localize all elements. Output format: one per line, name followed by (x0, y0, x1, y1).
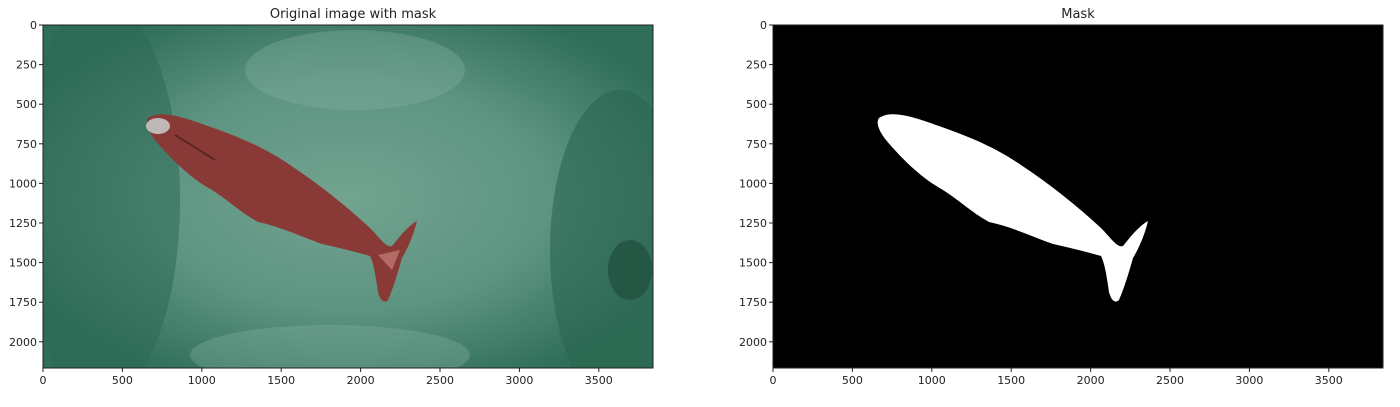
y-tick-label: 0 (760, 19, 767, 32)
panel-title: Original image with mask (270, 7, 437, 22)
original-image-panel: Original image with mask 0 500 1000 1500 200… (9, 7, 654, 387)
x-tick-label: 1000 (918, 374, 946, 387)
axes-frame (772, 24, 1384, 369)
x-tick-label: 2500 (1156, 374, 1184, 387)
y-tick-label: 250 (16, 59, 37, 72)
x-tick-label: 2500 (426, 374, 454, 387)
x-tick-label: 2000 (347, 374, 375, 387)
y-tick-label: 2000 (739, 336, 767, 349)
whale-mask-overlay (146, 114, 418, 302)
x-tick-label: 0 (40, 374, 47, 387)
x-tick-label: 2000 (1077, 374, 1105, 387)
left-axes-ticks: 0 500 1000 1500 2000 2500 3000 3500 0 250 500 750 10… (9, 19, 613, 387)
x-tick-label: 3500 (1315, 374, 1343, 387)
y-tick-label: 2000 (9, 336, 37, 349)
y-tick-label: 1500 (739, 257, 767, 270)
axes-frame (42, 24, 654, 369)
mask-panel: Mask 0 500 1000 1500 2000 2500 3000 3500 0 250 500… (739, 7, 1384, 387)
x-tick-label: 1500 (997, 374, 1025, 387)
x-tick-label: 500 (112, 374, 133, 387)
y-tick-label: 750 (16, 138, 37, 151)
x-tick-label: 500 (842, 374, 863, 387)
y-tick-label: 1000 (739, 177, 767, 190)
y-tick-label: 1500 (9, 257, 37, 270)
x-tick-label: 3000 (1235, 374, 1263, 387)
y-tick-label: 250 (746, 59, 767, 72)
x-tick-label: 3000 (505, 374, 533, 387)
x-tick-label: 3500 (585, 374, 613, 387)
x-tick-label: 1500 (267, 374, 295, 387)
y-tick-label: 500 (16, 98, 37, 111)
y-tick-label: 750 (746, 138, 767, 151)
mask-image (773, 25, 1383, 368)
x-tick-label: 0 (770, 374, 777, 387)
y-tick-label: 500 (746, 98, 767, 111)
original-image (43, 25, 653, 368)
x-tick-label: 1000 (188, 374, 216, 387)
right-axes-ticks: 0 500 1000 1500 2000 2500 3000 3500 0 250 500 750 10… (739, 19, 1343, 387)
y-tick-label: 1750 (9, 296, 37, 309)
y-tick-label: 1250 (739, 217, 767, 230)
panel-title: Mask (1061, 7, 1095, 22)
y-tick-label: 1000 (9, 177, 37, 190)
y-tick-label: 1250 (9, 217, 37, 230)
y-tick-label: 0 (30, 19, 37, 32)
y-tick-label: 1750 (739, 296, 767, 309)
